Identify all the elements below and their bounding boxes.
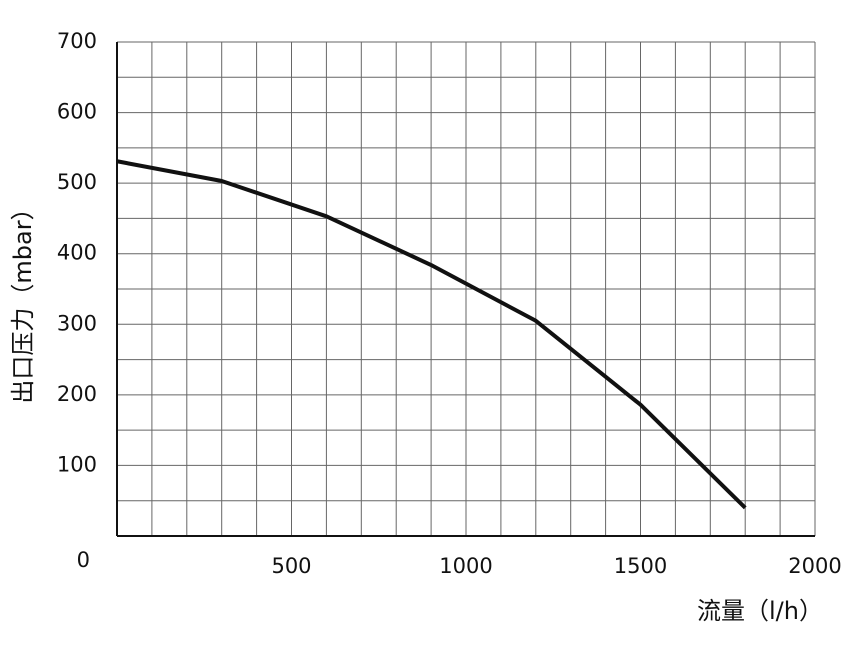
data-line: [116, 159, 747, 510]
x-tick-label: 1500: [614, 554, 667, 578]
y-tick-label: 400: [57, 241, 97, 265]
y-axis-title: 出口压力（mbar）: [9, 196, 37, 403]
y-tick-label: 0: [77, 548, 90, 572]
x-tick-label: 500: [271, 554, 311, 578]
y-tick-label: 500: [57, 170, 97, 194]
y-tick-label: 200: [57, 382, 97, 406]
y-tick-label: 700: [57, 29, 97, 53]
y-tick-label: 300: [57, 311, 97, 335]
x-tick-label: 2000: [788, 554, 841, 578]
x-tick-label: 1000: [439, 554, 492, 578]
y-tick-label: 600: [57, 100, 97, 124]
x-axis-title: 流量（l/h）: [697, 597, 823, 625]
y-tick-label: 100: [57, 452, 97, 476]
